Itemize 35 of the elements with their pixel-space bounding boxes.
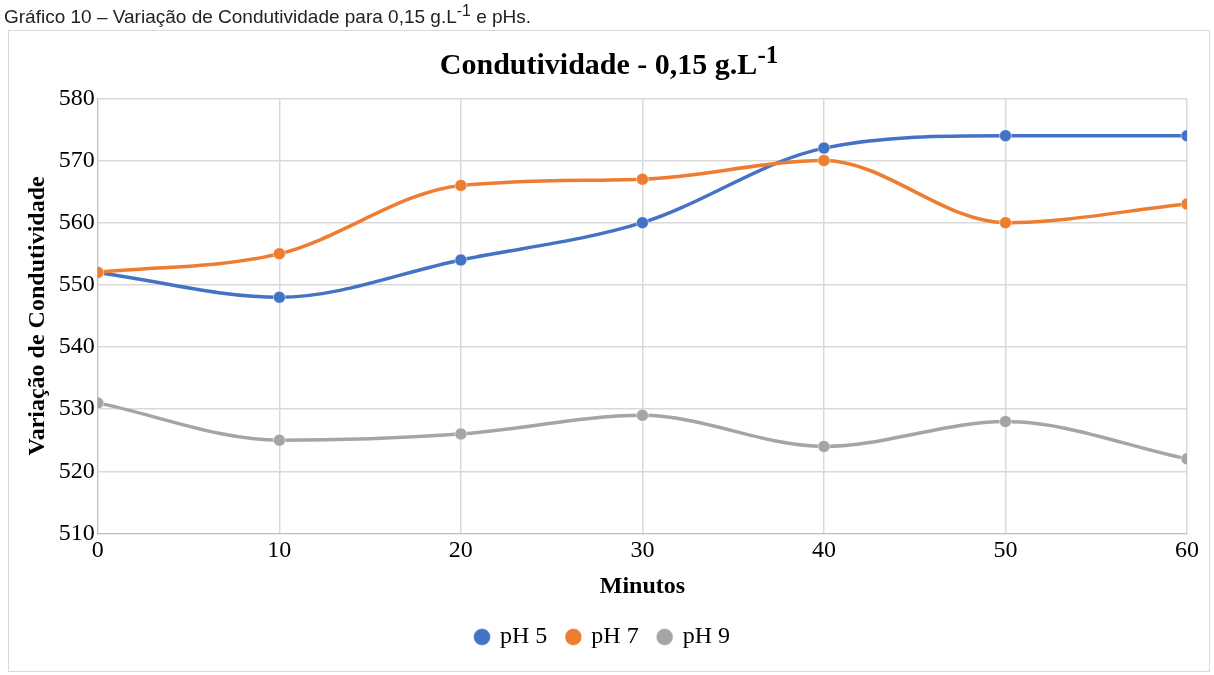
point — [817, 440, 831, 453]
y-tick-label: 580 — [58, 83, 95, 110]
point — [999, 415, 1012, 428]
point — [273, 291, 286, 304]
y-tick-label: 550 — [58, 270, 95, 297]
chart-title: Condutividade - 0,15 g.L$^{-1}$ — [438, 41, 780, 81]
legend-label: pH 7 — [591, 622, 639, 649]
point — [454, 179, 468, 192]
x-tick-label: 20 — [448, 536, 473, 563]
point — [817, 141, 831, 155]
point — [817, 154, 831, 167]
point — [273, 433, 286, 447]
y-axis-title: Variação de Condutividade — [22, 175, 49, 456]
y-tick-label: 540 — [58, 332, 95, 359]
y-tick-label: 530 — [58, 394, 95, 421]
y-tick-label: 520 — [58, 456, 95, 483]
point — [999, 129, 1012, 142]
x-axis-title: Minutos — [599, 571, 686, 598]
point — [273, 247, 286, 261]
point — [636, 409, 649, 422]
point — [636, 216, 649, 229]
y-tick-label: 570 — [58, 145, 95, 172]
point — [454, 427, 468, 441]
x-tick-label: 60 — [1175, 536, 1199, 563]
x-tick-label: 40 — [811, 536, 836, 563]
x-tick-label: 50 — [993, 536, 1018, 563]
x-tick-label: 30 — [630, 536, 655, 563]
point — [636, 172, 649, 186]
point — [454, 253, 468, 267]
x-tick-label: 10 — [267, 536, 292, 563]
legend-label: pH 5 — [500, 622, 548, 649]
point — [999, 216, 1012, 229]
y-tick-label: 560 — [58, 207, 95, 234]
text: Gráfico 10 – Variação de Condutividade para 0,15 g.L$^{-1}$ e pHs. — [3, 1, 533, 28]
legend-label: pH 9 — [682, 622, 731, 649]
